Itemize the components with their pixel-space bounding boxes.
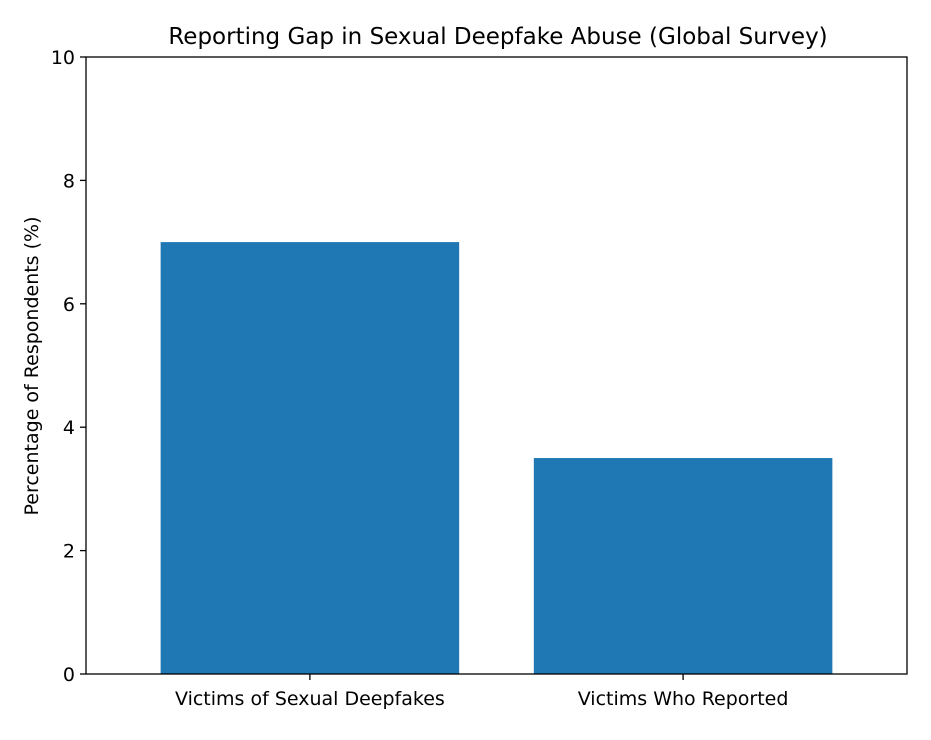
y-tick-label-5: 10 [51, 47, 75, 69]
x-tick-label-0: Victims of Sexual Deepfakes [175, 688, 445, 710]
y-tick-label-4: 8 [63, 170, 75, 192]
x-tick-label-1: Victims Who Reported [578, 688, 789, 710]
chart-title: Reporting Gap in Sexual Deepfake Abuse (… [168, 24, 827, 50]
plot-frame [85, 56, 908, 675]
y-tick-label-3: 6 [63, 294, 75, 316]
y-tick-label-2: 4 [63, 417, 75, 439]
bars-layer [160, 242, 833, 674]
y-axis-ticks: 0 2 4 6 8 10 [51, 47, 86, 686]
y-axis-label: Percentage of Respondents (%) [21, 217, 43, 516]
y-tick-label-1: 2 [63, 541, 75, 563]
y-tick-label-0: 0 [63, 664, 75, 686]
x-axis-ticks: Victims of Sexual Deepfakes Victims Who R… [175, 674, 788, 710]
bar-1 [533, 458, 833, 674]
bar-0 [160, 242, 460, 674]
